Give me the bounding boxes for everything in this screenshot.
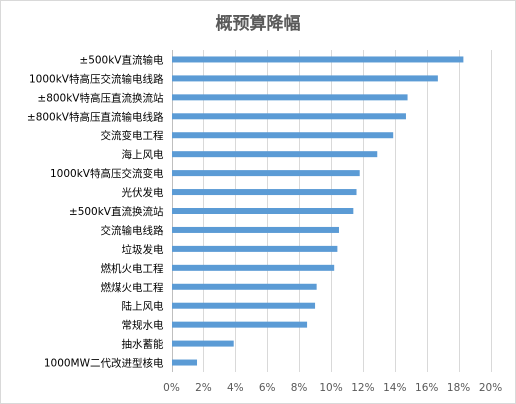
bar [172,359,198,366]
x-tick-label: 20% [479,382,502,394]
category-labels: ±500kV直流输电 1000kV特高压交流输电线路 ±800kV特高压直流换流站 ±… [27,53,164,369]
category-label: 抽水蓄能 [122,338,164,351]
x-tick-label: 14% [383,382,406,394]
bars [172,56,464,366]
category-label: 1000kV特高压交流输电线路 [29,72,164,85]
x-tick-label: 16% [415,382,438,394]
category-label: ±800kV特高压直流换流站 [37,91,164,104]
x-tick-label: 2% [195,382,212,394]
bar [172,170,360,177]
bar [172,132,394,139]
category-label: 交流输电线路 [101,224,164,237]
bar [172,189,357,196]
x-tick-label: 0% [163,382,180,394]
bar [172,56,464,63]
x-tick-label: 18% [447,382,470,394]
category-label: 垃圾发电 [122,243,164,256]
category-label: 1000MW二代改进型核电 [44,357,164,370]
gridlines [172,50,492,372]
x-tick-label: 10% [319,382,342,394]
category-label: 燃机火电工程 [101,262,164,275]
bar [172,340,234,347]
category-label: 1000kV特高压交流变电 [50,167,164,180]
chart-title: 概预算降幅 [216,13,301,34]
x-tick-label: 4% [227,382,244,394]
category-label: 陆上风电 [122,300,164,313]
bar [172,94,408,101]
bar [172,283,317,290]
bar [172,151,378,158]
bar [172,75,438,82]
category-label: ±800kV特高压直流输电线路 [27,110,164,123]
bar [172,226,339,233]
category-label: 燃煤火电工程 [101,281,164,294]
category-label: 交流变电工程 [101,129,164,142]
category-label: 光伏发电 [122,186,164,199]
category-label: 海上风电 [122,148,164,161]
bar [172,264,335,271]
bar [172,113,406,120]
bar [172,321,308,328]
category-label: ±500kV直流输电 [79,53,164,66]
bar [172,302,316,309]
bar [172,245,338,252]
bar [172,208,354,214]
category-label: 常规水电 [122,319,164,332]
x-tick-label: 6% [259,382,276,394]
category-label: ±500kV直流换流站 [69,205,164,218]
x-tick-label: 12% [351,382,374,394]
x-tick-label: 8% [291,382,308,394]
x-tick-labels: 0% 2% 4% 6% 8% 10% 12% 14% 16% 18% 20% [163,382,502,394]
